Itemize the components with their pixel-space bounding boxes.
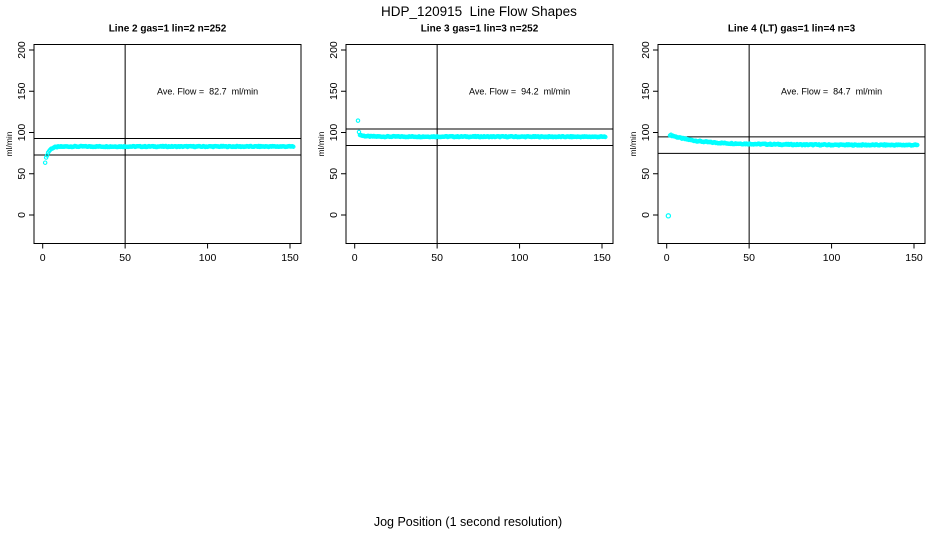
data-point	[43, 155, 49, 160]
x-tick-label: 100	[823, 252, 841, 264]
y-tick-label: 150	[16, 82, 28, 100]
data-points	[42, 143, 296, 165]
plot-box	[345, 44, 614, 244]
y-tick-label: 100	[640, 124, 652, 142]
y-tick-label: 50	[328, 168, 340, 180]
y-tick-label: 100	[16, 124, 28, 142]
x-axis: 0 50 100 150	[664, 243, 923, 264]
y-axis-label: ml/min	[628, 131, 638, 156]
panel-title: Line 3 gas=1 lin=3 n=252	[421, 24, 539, 35]
y-tick-label: 50	[16, 168, 28, 180]
x-tick-label: 100	[199, 252, 217, 264]
y-tick-label: 0	[16, 212, 28, 218]
y-tick-label: 100	[328, 124, 340, 142]
outlier-points	[665, 213, 672, 219]
x-tick-label: 0	[352, 252, 358, 264]
panels-row: Line 2 gas=1 lin=2 n=252 0 50 100 150 0 50 100 1…	[4, 24, 926, 264]
x-tick-label: 150	[905, 252, 923, 264]
y-tick-label: 200	[16, 41, 28, 59]
y-axis: 0 50 100 150 200	[640, 41, 658, 218]
figure-title: HDP_120915 Line Flow Shapes	[381, 4, 577, 19]
shared-x-axis-label: Jog Position (1 second resolution)	[373, 515, 563, 529]
panel-title: Line 4 (LT) gas=1 lin=4 n=3	[728, 24, 856, 35]
y-tick-label: 50	[640, 168, 652, 180]
x-tick-label: 0	[40, 252, 46, 264]
x-tick-label: 50	[743, 252, 755, 264]
x-tick-label: 50	[119, 252, 131, 264]
panel-line-3: Line 3 gas=1 lin=3 n=252 0 50 100 150 0 50 100 1…	[316, 24, 614, 264]
ablines	[34, 44, 301, 244]
y-tick-label: 200	[328, 41, 340, 59]
y-axis-label: ml/min	[316, 131, 326, 156]
y-tick-label: 200	[640, 41, 652, 59]
x-tick-label: 150	[281, 252, 299, 264]
data-point	[355, 118, 361, 123]
y-tick-label: 150	[328, 82, 340, 100]
data-points	[355, 118, 608, 140]
plot-box	[657, 44, 926, 244]
ave-flow-annotation: Ave. Flow = 82.7 ml/min	[157, 86, 258, 96]
x-tick-label: 150	[593, 252, 611, 264]
y-axis: 0 50 100 150 200	[328, 41, 346, 218]
y-axis-label: ml/min	[4, 131, 14, 156]
data-point	[291, 144, 296, 149]
data-point	[603, 134, 608, 140]
ave-flow-annotation: Ave. Flow = 84.7 ml/min	[781, 86, 882, 96]
y-tick-label: 0	[328, 212, 340, 218]
data-point	[42, 160, 48, 165]
outlier-point	[665, 213, 672, 219]
panel-line-4: Line 4 (LT) gas=1 lin=4 n=3 0 50 100 150 0 50 1…	[628, 24, 926, 264]
plot-box	[33, 44, 302, 244]
x-tick-label: 0	[664, 252, 670, 264]
panel-line-2: Line 2 gas=1 lin=2 n=252 0 50 100 150 0 50 100 1…	[4, 24, 302, 264]
ablines	[346, 44, 613, 244]
x-tick-label: 50	[431, 252, 443, 264]
y-tick-label: 150	[640, 82, 652, 100]
x-axis: 0 50 100 150	[40, 243, 299, 264]
data-point	[915, 142, 920, 148]
data-points	[667, 132, 920, 148]
x-axis: 0 50 100 150	[352, 243, 611, 264]
ave-flow-annotation: Ave. Flow = 94.2 ml/min	[469, 86, 570, 96]
x-tick-label: 100	[511, 252, 529, 264]
y-tick-label: 0	[640, 212, 652, 218]
panel-title: Line 2 gas=1 lin=2 n=252	[109, 24, 227, 35]
y-axis: 0 50 100 150 200	[16, 41, 34, 218]
